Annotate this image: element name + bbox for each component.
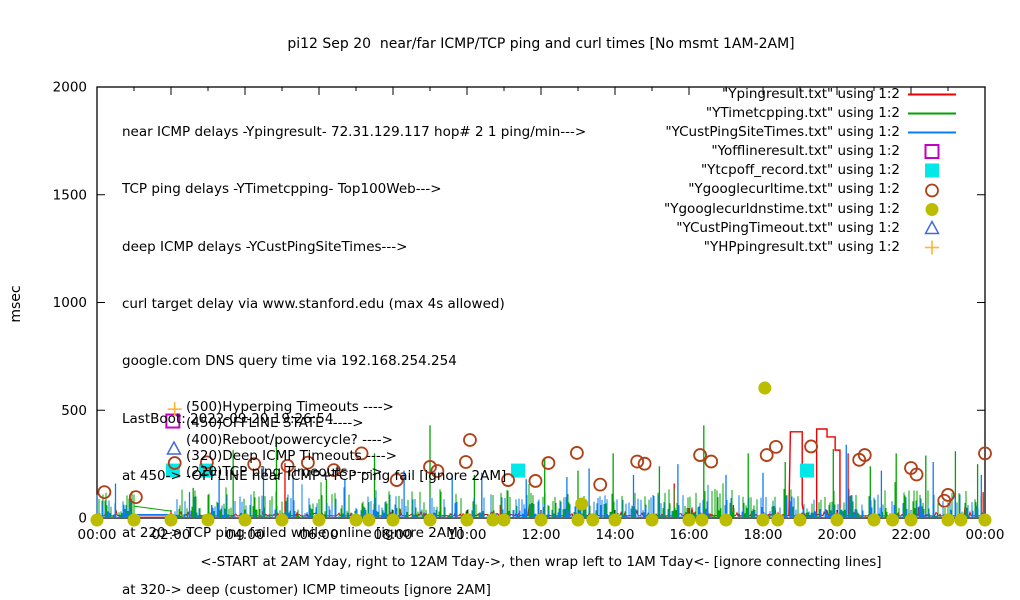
legend-label: "Ypingresult.txt" using 1:2 — [722, 86, 900, 102]
info-line-deep-icmp: deep ICMP delays -YCustPingSiteTimes---> — [122, 238, 408, 255]
svg-text:00:00: 00:00 — [78, 527, 117, 543]
legend-entry: "YHPpingresult.txt" using 1:2 — [664, 238, 958, 257]
threshold-label-320: (320)Deep ICMP Timeouts ----> — [186, 448, 397, 464]
svg-text:00:00: 00:00 — [966, 527, 1005, 543]
svg-text:16:00: 16:00 — [670, 527, 709, 543]
legend-entry: "YCustPingSiteTimes.txt" using 1:2 — [664, 123, 958, 142]
svg-text:2000: 2000 — [53, 80, 87, 96]
legend-marker-filled-square-icon — [906, 162, 958, 179]
legend-entry: "YTimetcpping.txt" using 1:2 — [664, 104, 958, 123]
x-axis-caption: <-START at 2AM Yday, right to 12AM Tday-… — [200, 554, 882, 570]
legend-label: "YHPpingresult.txt" using 1:2 — [703, 238, 900, 255]
svg-text:04:00: 04:00 — [226, 527, 265, 543]
legend-entry: "YCustPingTimeout.txt" using 1:2 — [664, 219, 958, 238]
svg-text:20:00: 20:00 — [818, 527, 857, 543]
legend-entry: "Ygooglecurltime.txt" using 1:2 — [664, 180, 958, 199]
plot-info-block: near ICMP delays -Ypingresult- 72.31.129… — [122, 85, 586, 600]
info-line-at450: at 450-> -OFFLINE near ICMP+TCP ping fai… — [122, 467, 507, 484]
y-axis-label: msec — [8, 285, 24, 323]
legend-entry: "Ypingresult.txt" using 1:2 — [664, 85, 958, 104]
info-line-near-icmp: near ICMP delays -Ypingresult- 72.31.129… — [122, 124, 587, 141]
svg-text:08:00: 08:00 — [374, 527, 413, 543]
chart-title: pi12 Sep 20 near/far ICMP/TCP ping and c… — [287, 36, 795, 52]
legend-marker-open-circle-icon — [906, 182, 958, 199]
legend-label: "YCustPingSiteTimes.txt" using 1:2 — [665, 124, 900, 141]
info-line-tcp-ping: TCP ping delays -YTimetcpping- Top100Web… — [122, 181, 442, 198]
svg-text:10:00: 10:00 — [448, 527, 487, 543]
legend-marker-filled-circle-icon — [906, 201, 958, 218]
svg-text:0: 0 — [78, 511, 87, 527]
info-line-lastboot: LastBoot: 2022-09-20 19:26:54 — [122, 410, 334, 427]
threshold-label-400: (400)Reboot/powercycle? ----> — [186, 432, 393, 448]
svg-text:02:00: 02:00 — [152, 527, 191, 543]
svg-text:12:00: 12:00 — [522, 527, 561, 543]
svg-text:1000: 1000 — [53, 295, 87, 311]
legend-marker-blue-line-icon — [906, 124, 958, 141]
legend-marker-plus-icon — [906, 239, 958, 256]
legend-entry: "Yofflineresult.txt" using 1:2 — [664, 142, 958, 161]
legend-label: "Ytcpoff_record.txt" using 1:2 — [700, 162, 900, 179]
legend-marker-open-triangle-icon — [906, 219, 958, 237]
svg-text:18:00: 18:00 — [744, 527, 783, 543]
svg-text:500: 500 — [61, 403, 87, 419]
legend-label: "Yofflineresult.txt" using 1:2 — [711, 143, 900, 160]
legend-label: "Ygooglecurltime.txt" using 1:2 — [688, 181, 900, 198]
legend-marker-open-square-icon — [906, 143, 958, 160]
legend: "Ypingresult.txt" using 1:2 "YTimetcppin… — [664, 85, 958, 257]
legend-entry: "Ytcpoff_record.txt" using 1:2 — [664, 161, 958, 180]
threshold-label-450: (450)OFFLINE STATE -----> — [186, 415, 364, 431]
svg-text:14:00: 14:00 — [596, 527, 635, 543]
legend-entry: "Ygooglecurldnstime.txt" using 1:2 — [664, 200, 958, 219]
svg-text:06:00: 06:00 — [300, 527, 339, 543]
svg-text:22:00: 22:00 — [892, 527, 931, 543]
legend-marker-green-line-icon — [906, 105, 958, 122]
threshold-label-500: (500)Hyperping Timeouts ----> — [186, 399, 394, 415]
info-line-at320: at 320-> deep (customer) ICMP timeouts [… — [122, 582, 491, 599]
legend-marker-red-line-icon — [906, 86, 958, 103]
legend-label: "Ygooglecurldnstime.txt" using 1:2 — [664, 200, 900, 217]
info-line-dns: google.com DNS query time via 192.168.25… — [122, 353, 457, 370]
legend-label: "YCustPingTimeout.txt" using 1:2 — [676, 219, 900, 236]
threshold-label-220: (220)TCP ping Timeouts ----> — [186, 464, 383, 480]
svg-text:1500: 1500 — [53, 187, 87, 203]
info-line-curl: curl target delay via www.stanford.edu (… — [122, 296, 505, 313]
info-line-at220: at 220-> TCP ping failed while online [i… — [122, 525, 464, 542]
legend-label: "YTimetcpping.txt" using 1:2 — [705, 105, 900, 122]
